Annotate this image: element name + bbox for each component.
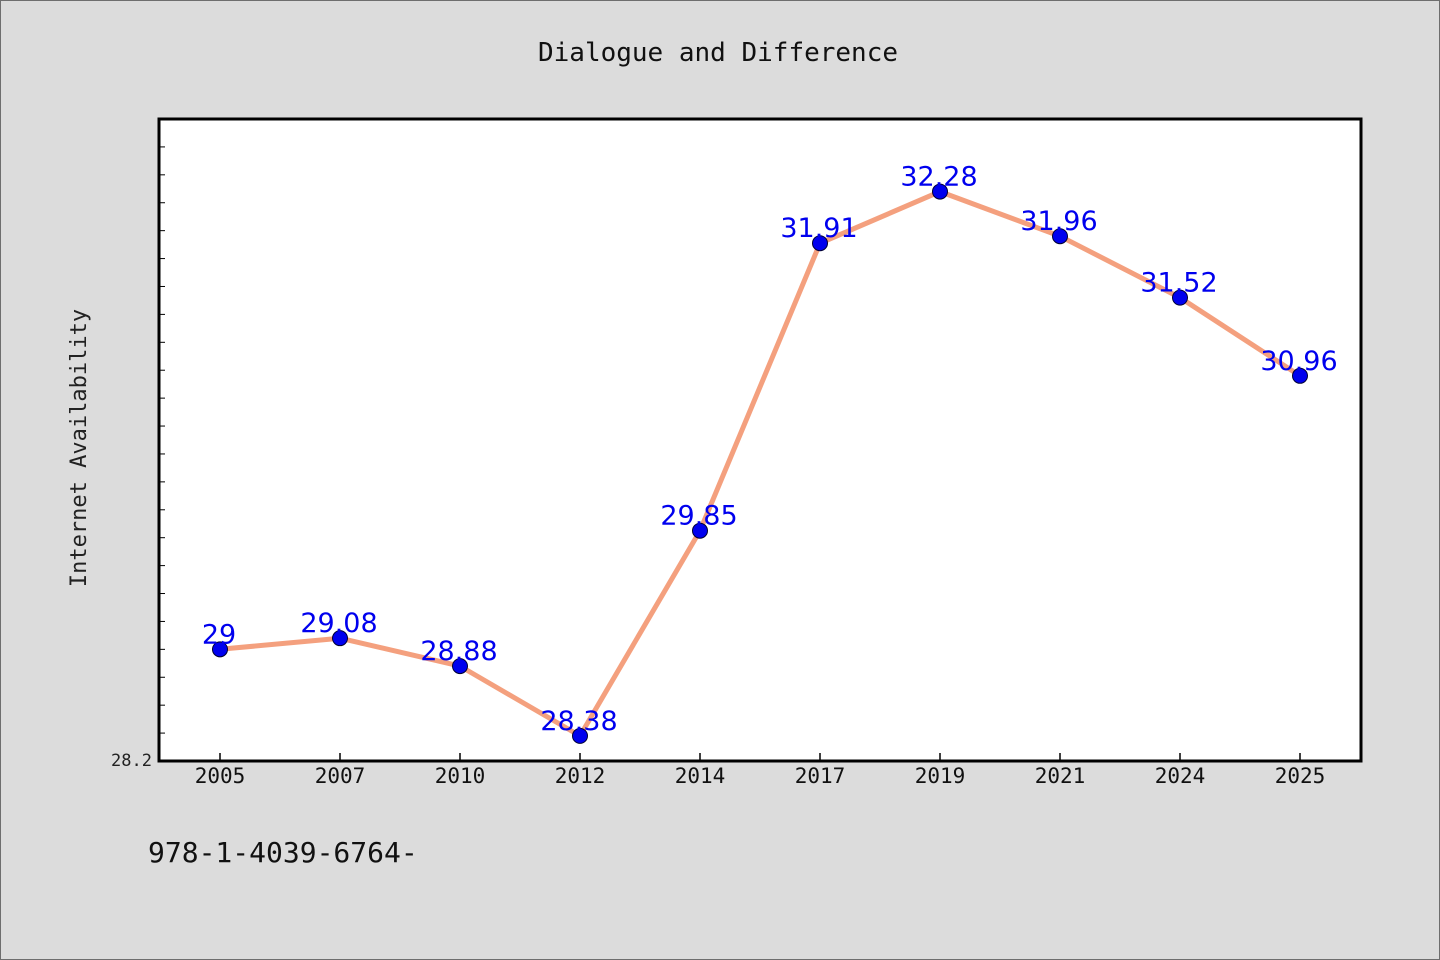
x-tick-label: 2014 xyxy=(675,764,726,788)
data-point xyxy=(1292,367,1308,384)
data-point xyxy=(932,183,948,200)
data-label: 31.52 xyxy=(1140,268,1217,299)
x-tick-label: 2010 xyxy=(435,764,486,788)
data-points xyxy=(212,183,1308,744)
y-axis-label: Internet Availability xyxy=(67,309,92,587)
data-label: 30.96 xyxy=(1260,346,1337,377)
data-point xyxy=(212,641,228,658)
data-label: 29.08 xyxy=(300,608,377,639)
data-labels: 29 29.08 28.88 28.38 29.85 31.91 32.28 31.96 31.… xyxy=(202,162,1338,737)
data-label: 31.96 xyxy=(1020,206,1097,237)
x-tick-label: 2024 xyxy=(1155,764,1206,788)
x-tick-label: 2025 xyxy=(1275,764,1326,788)
plot-area xyxy=(157,117,1363,763)
data-point xyxy=(332,630,348,647)
x-tick-label: 2017 xyxy=(795,764,846,788)
y-axis-ticks xyxy=(159,118,165,762)
series-line xyxy=(219,189,1302,739)
data-point xyxy=(692,522,708,539)
x-tick-label: 2007 xyxy=(315,764,366,788)
data-point xyxy=(812,235,828,252)
data-label: 28.88 xyxy=(420,636,497,667)
data-label: 29 xyxy=(202,619,236,650)
x-tick-label: 2021 xyxy=(1035,764,1086,788)
x-axis-ticks xyxy=(219,753,1301,761)
x-tick-label: 2005 xyxy=(195,764,246,788)
data-point xyxy=(1052,228,1068,245)
data-point xyxy=(1172,289,1188,306)
x-axis-tick-labels: 2005 2007 2010 2012 2014 2017 2019 2021 2024 2025 xyxy=(195,764,1326,788)
y-tick-label: 28.2 xyxy=(111,751,152,771)
x-tick-label: 2019 xyxy=(915,764,966,788)
data-label: 31.91 xyxy=(780,213,857,244)
footer-text: 978-1-4039-6764- xyxy=(148,836,418,869)
x-tick-label: 2012 xyxy=(555,764,606,788)
data-point xyxy=(572,727,588,744)
chart-title: Dialogue and Difference xyxy=(538,38,898,68)
data-label: 32.28 xyxy=(900,162,977,193)
data-point xyxy=(452,658,468,675)
data-label: 28.38 xyxy=(540,706,617,737)
data-label: 29.85 xyxy=(660,501,737,532)
